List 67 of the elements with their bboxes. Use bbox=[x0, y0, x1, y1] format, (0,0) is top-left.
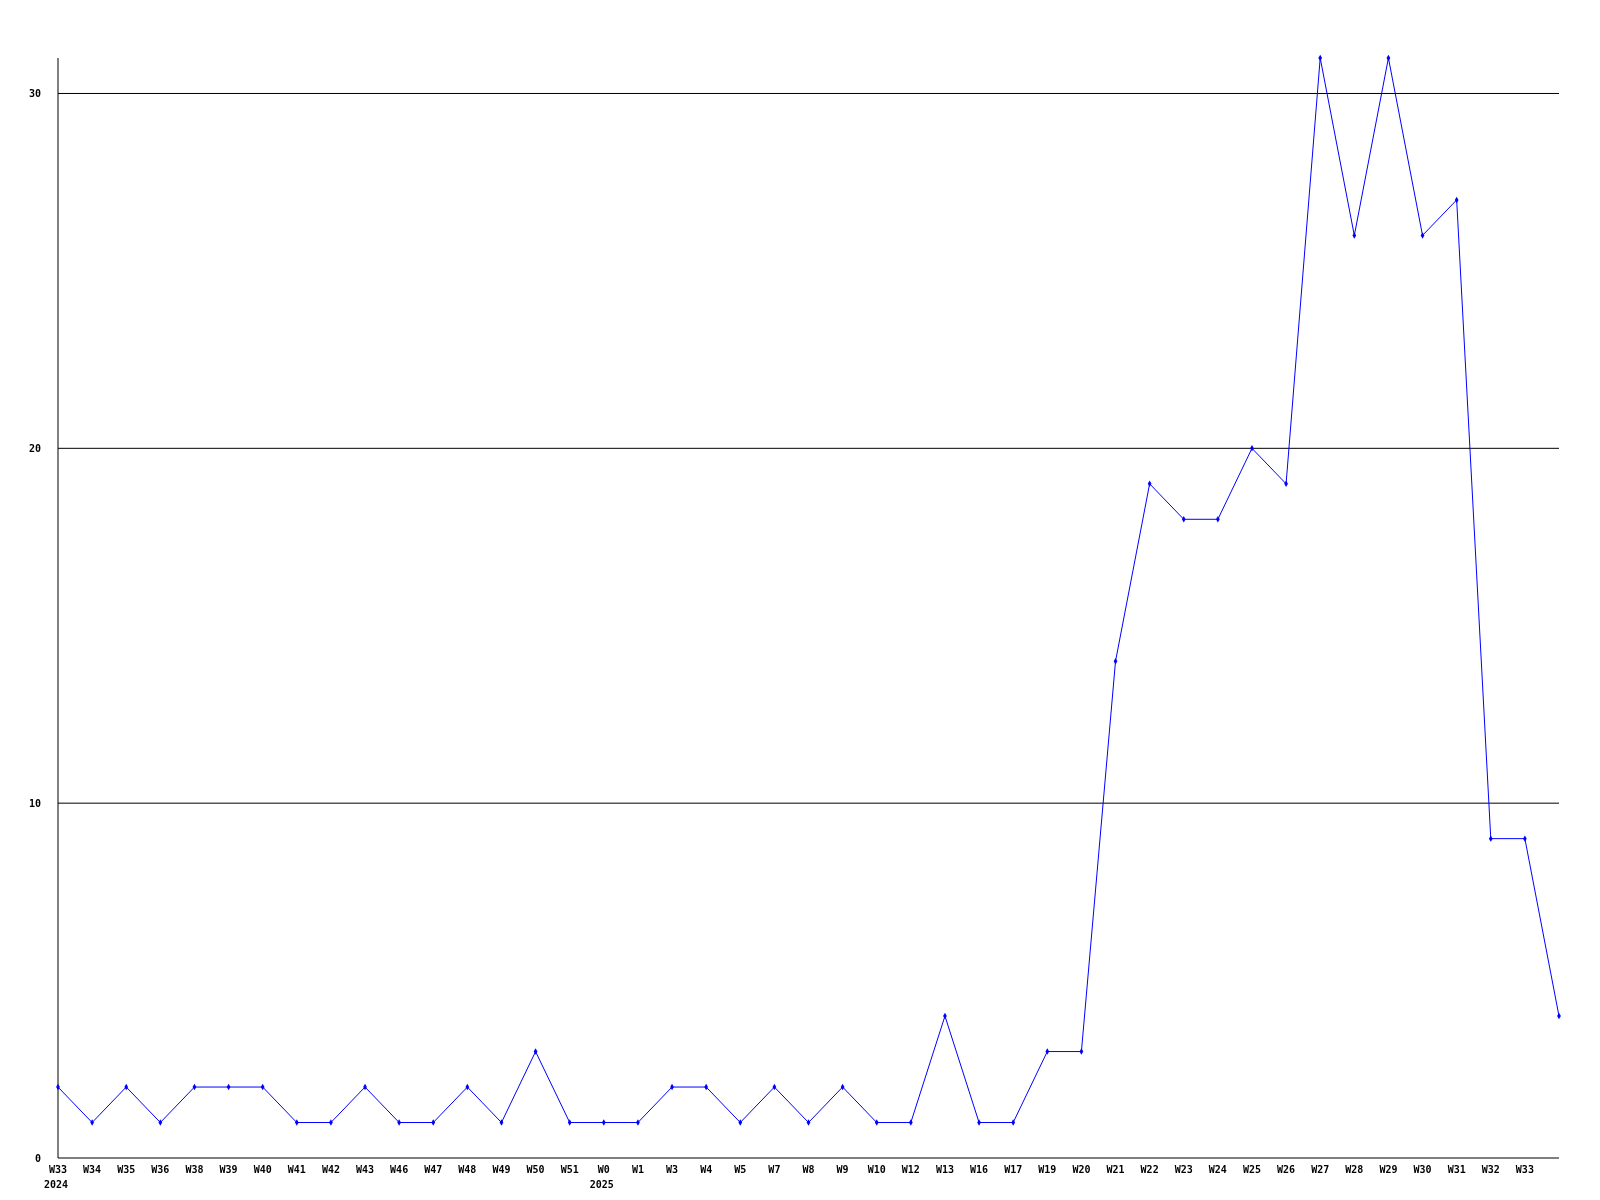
point bbox=[1420, 232, 1425, 239]
x-tick-label: W1 bbox=[631, 1164, 644, 1175]
x-tick-label: W51 bbox=[560, 1164, 579, 1175]
x-tick-label: W23 bbox=[1174, 1164, 1193, 1175]
x-tick-label: W10 bbox=[867, 1164, 886, 1175]
x-tick-label: W50 bbox=[526, 1164, 545, 1175]
point bbox=[1045, 1048, 1050, 1055]
point bbox=[1113, 658, 1118, 665]
x-tick-label: W9 bbox=[836, 1164, 849, 1175]
x-tick-label: W0 2025 bbox=[589, 1164, 614, 1190]
y-tick-label: 20 bbox=[28, 442, 41, 454]
x-tick-label: W39 bbox=[219, 1164, 238, 1175]
x-tick-label: W36 bbox=[151, 1164, 170, 1175]
x-tick-label: W34 bbox=[83, 1164, 102, 1175]
x-tick-label: W48 bbox=[458, 1164, 477, 1175]
x-tick-label: W24 bbox=[1208, 1164, 1227, 1175]
point bbox=[908, 1119, 913, 1126]
point bbox=[1079, 1048, 1084, 1055]
x-tick-label: W30 bbox=[1413, 1164, 1432, 1175]
x-tick-label: W49 bbox=[492, 1164, 511, 1175]
x-tick-label: W43 bbox=[355, 1164, 375, 1175]
x-tick-label: W22 bbox=[1140, 1164, 1159, 1175]
x-tick-label: W27 bbox=[1311, 1164, 1330, 1175]
x-tick-label: W17 bbox=[1004, 1164, 1023, 1175]
x-tick-label: W12 bbox=[901, 1164, 920, 1175]
x-tick-label: W19 bbox=[1038, 1164, 1057, 1175]
x-tick-label: W42 bbox=[321, 1164, 340, 1175]
point bbox=[158, 1119, 163, 1126]
point bbox=[1352, 232, 1357, 239]
point bbox=[431, 1119, 436, 1126]
x-tick-label: W25 bbox=[1242, 1164, 1262, 1175]
x-tick-label: W21 bbox=[1106, 1164, 1125, 1175]
point bbox=[601, 1119, 606, 1126]
point bbox=[1011, 1119, 1016, 1126]
x-tick-label: W38 bbox=[185, 1164, 204, 1175]
point bbox=[738, 1119, 743, 1126]
x-tick-label: W33 bbox=[1515, 1164, 1534, 1175]
point bbox=[806, 1119, 811, 1126]
x-tick-label: W5 bbox=[734, 1164, 747, 1175]
x-tick-label: W16 bbox=[970, 1164, 989, 1175]
x-tick-label: W40 bbox=[253, 1164, 272, 1175]
x-tick-label: W46 bbox=[390, 1164, 409, 1175]
x-tick-label: W29 bbox=[1379, 1164, 1398, 1175]
x-tick-label: W20 bbox=[1072, 1164, 1091, 1175]
x-tick-label: W13 bbox=[935, 1164, 954, 1175]
x-tick-label: W7 bbox=[768, 1164, 781, 1175]
point bbox=[874, 1119, 879, 1126]
x-tick-label: W33 2024 bbox=[43, 1164, 69, 1190]
x-tick-label: W35 bbox=[117, 1164, 136, 1175]
x-tick-label: W41 bbox=[287, 1164, 306, 1175]
x-tick-label: W3 bbox=[666, 1164, 679, 1175]
y-tick-label: 30 bbox=[28, 87, 41, 99]
x-tick-label: W8 bbox=[802, 1164, 815, 1175]
y-tick-label: 0 bbox=[34, 1152, 41, 1164]
x-tick-label: W32 bbox=[1481, 1164, 1500, 1175]
x-tick-label: W31 bbox=[1447, 1164, 1466, 1175]
x-tick-label: W26 bbox=[1277, 1164, 1296, 1175]
point bbox=[294, 1119, 299, 1126]
x-tick-label: W47 bbox=[424, 1164, 443, 1175]
point bbox=[1488, 835, 1493, 842]
point bbox=[1181, 516, 1186, 523]
y-tick-label: 10 bbox=[28, 797, 41, 809]
point bbox=[533, 1048, 538, 1055]
point bbox=[567, 1119, 572, 1126]
point bbox=[499, 1119, 504, 1126]
x-tick-label: W28 bbox=[1345, 1164, 1364, 1175]
x-tick-label: W4 bbox=[700, 1164, 713, 1175]
